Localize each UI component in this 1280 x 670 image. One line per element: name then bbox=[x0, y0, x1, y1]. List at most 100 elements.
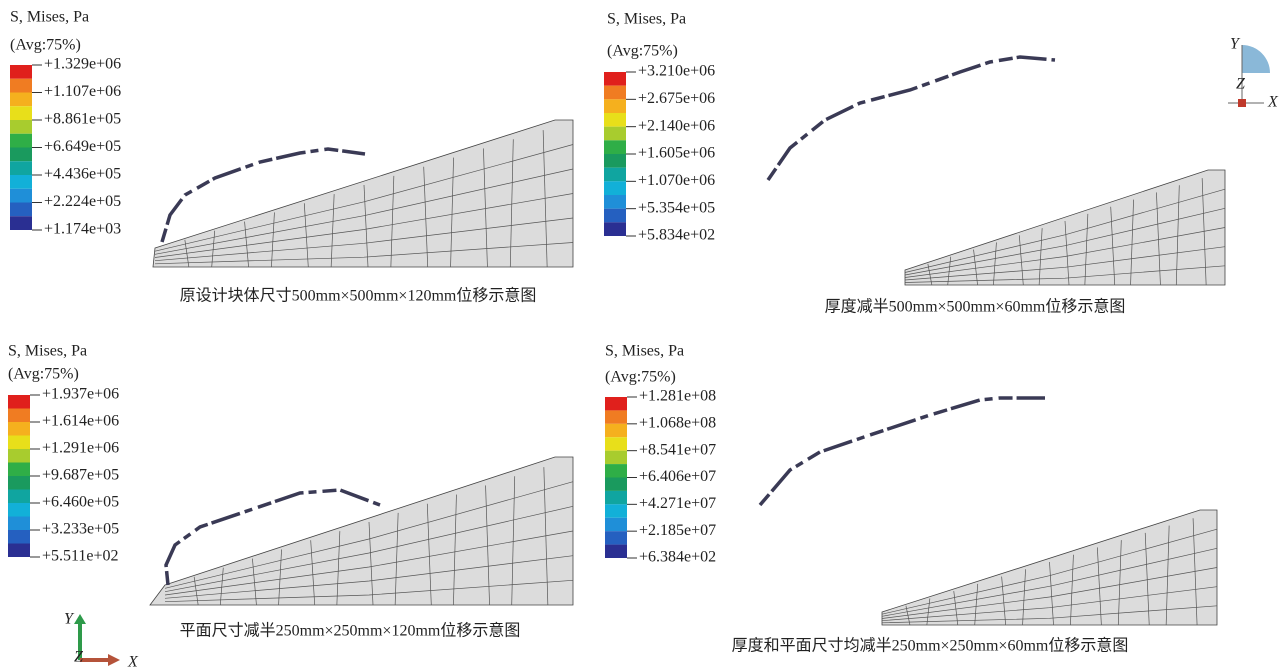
triad-label: Z bbox=[74, 649, 84, 666]
legend-label: +3.210e+06 bbox=[638, 63, 715, 80]
legend-label: +4.271e+07 bbox=[639, 495, 716, 512]
color-band bbox=[10, 161, 32, 175]
color-band bbox=[605, 531, 627, 544]
color-band bbox=[604, 222, 626, 236]
color-band bbox=[10, 120, 32, 134]
color-band bbox=[604, 209, 626, 223]
color-band bbox=[604, 195, 626, 209]
legend-subtitle: (Avg:75%) bbox=[10, 37, 81, 54]
color-band bbox=[8, 463, 30, 477]
legend-subtitle: (Avg:75%) bbox=[607, 43, 678, 60]
color-band bbox=[8, 449, 30, 463]
legend-label: +1.174e+03 bbox=[44, 221, 121, 238]
legend-label: +6.406e+07 bbox=[639, 468, 716, 485]
legend-label: +4.436e+05 bbox=[44, 166, 121, 183]
color-band bbox=[605, 464, 627, 477]
color-band bbox=[10, 106, 32, 120]
triad-label: X bbox=[127, 654, 139, 670]
color-band bbox=[10, 175, 32, 189]
legend-subtitle: (Avg:75%) bbox=[8, 366, 79, 383]
caption: 原设计块体尺寸500mm×500mm×120mm位移示意图 bbox=[180, 286, 537, 305]
color-band bbox=[604, 140, 626, 154]
color-band bbox=[8, 517, 30, 531]
color-band bbox=[605, 545, 627, 558]
color-band bbox=[605, 478, 627, 491]
legend-label: +9.687e+05 bbox=[42, 467, 119, 484]
mesh bbox=[153, 120, 573, 267]
color-band bbox=[10, 189, 32, 203]
legend-label: +8.541e+07 bbox=[639, 441, 716, 458]
color-band bbox=[8, 436, 30, 450]
color-band bbox=[10, 65, 32, 79]
color-band bbox=[605, 451, 627, 464]
triad-label: Y bbox=[64, 611, 75, 628]
legend-title: S, Mises, Pa bbox=[605, 343, 684, 360]
legend-label: +1.605e+06 bbox=[638, 145, 715, 162]
color-band bbox=[605, 518, 627, 531]
color-band bbox=[8, 490, 30, 504]
legend-label: +1.107e+06 bbox=[44, 83, 121, 100]
color-band bbox=[605, 397, 627, 410]
color-band bbox=[8, 395, 30, 409]
triad-label: Y bbox=[1230, 36, 1241, 53]
legend-label: +1.070e+06 bbox=[638, 172, 715, 189]
legend-label: +6.649e+05 bbox=[44, 138, 121, 155]
color-band bbox=[8, 409, 30, 423]
color-band bbox=[10, 93, 32, 107]
legend-subtitle: (Avg:75%) bbox=[605, 369, 676, 386]
color-band bbox=[604, 99, 626, 113]
legend-label: +5.354e+05 bbox=[638, 199, 715, 216]
triad-quadrant bbox=[1242, 45, 1270, 73]
legend-label: +1.329e+06 bbox=[44, 56, 121, 73]
color-band bbox=[10, 203, 32, 217]
color-band bbox=[8, 503, 30, 517]
color-band bbox=[605, 504, 627, 517]
legend-label: +1.068e+08 bbox=[639, 415, 716, 432]
color-band bbox=[10, 79, 32, 93]
legend-label: +2.185e+07 bbox=[639, 522, 716, 539]
deformed-outline bbox=[768, 57, 1055, 180]
legend-label: +2.675e+06 bbox=[638, 90, 715, 107]
legend-title: S, Mises, Pa bbox=[8, 343, 87, 360]
legend-label: +2.224e+05 bbox=[44, 193, 121, 210]
color-band bbox=[8, 422, 30, 436]
color-band bbox=[604, 86, 626, 100]
color-band bbox=[8, 476, 30, 490]
color-band bbox=[604, 168, 626, 182]
legend-label: +1.614e+06 bbox=[42, 413, 119, 430]
deformed-outline bbox=[760, 398, 1045, 505]
color-band bbox=[10, 134, 32, 148]
legend-label: +6.460e+05 bbox=[42, 494, 119, 511]
legend-label: +1.281e+08 bbox=[639, 388, 716, 405]
legend-label: +6.384e+02 bbox=[639, 549, 716, 566]
color-band bbox=[605, 424, 627, 437]
color-band bbox=[604, 72, 626, 86]
triad-label: X bbox=[1267, 94, 1279, 111]
color-band bbox=[8, 544, 30, 558]
color-band bbox=[604, 127, 626, 141]
color-band bbox=[605, 437, 627, 450]
legend-title: S, Mises, Pa bbox=[10, 9, 89, 26]
color-band bbox=[8, 530, 30, 544]
triad-label: Z bbox=[1236, 76, 1246, 93]
color-band bbox=[604, 154, 626, 168]
legend-label: +5.511e+02 bbox=[42, 548, 119, 565]
caption: 厚度减半500mm×500mm×60mm位移示意图 bbox=[825, 297, 1126, 316]
color-band bbox=[605, 491, 627, 504]
legend-label: +3.233e+05 bbox=[42, 521, 119, 538]
legend-label: +8.861e+05 bbox=[44, 111, 121, 128]
triad-arrow bbox=[74, 614, 86, 624]
color-band bbox=[604, 181, 626, 195]
legend-label: +1.937e+06 bbox=[42, 386, 119, 403]
caption: 平面尺寸减半250mm×250mm×120mm位移示意图 bbox=[180, 621, 521, 640]
color-band bbox=[604, 113, 626, 127]
caption: 厚度和平面尺寸均减半250mm×250mm×60mm位移示意图 bbox=[732, 636, 1129, 655]
triad-origin bbox=[1238, 99, 1246, 107]
legend-label: +5.834e+02 bbox=[638, 227, 715, 244]
legend-label: +2.140e+06 bbox=[638, 117, 715, 134]
color-band bbox=[10, 148, 32, 162]
legend-label: +1.291e+06 bbox=[42, 440, 119, 457]
legend-title: S, Mises, Pa bbox=[607, 11, 686, 28]
color-band bbox=[10, 216, 32, 230]
color-band bbox=[605, 410, 627, 423]
